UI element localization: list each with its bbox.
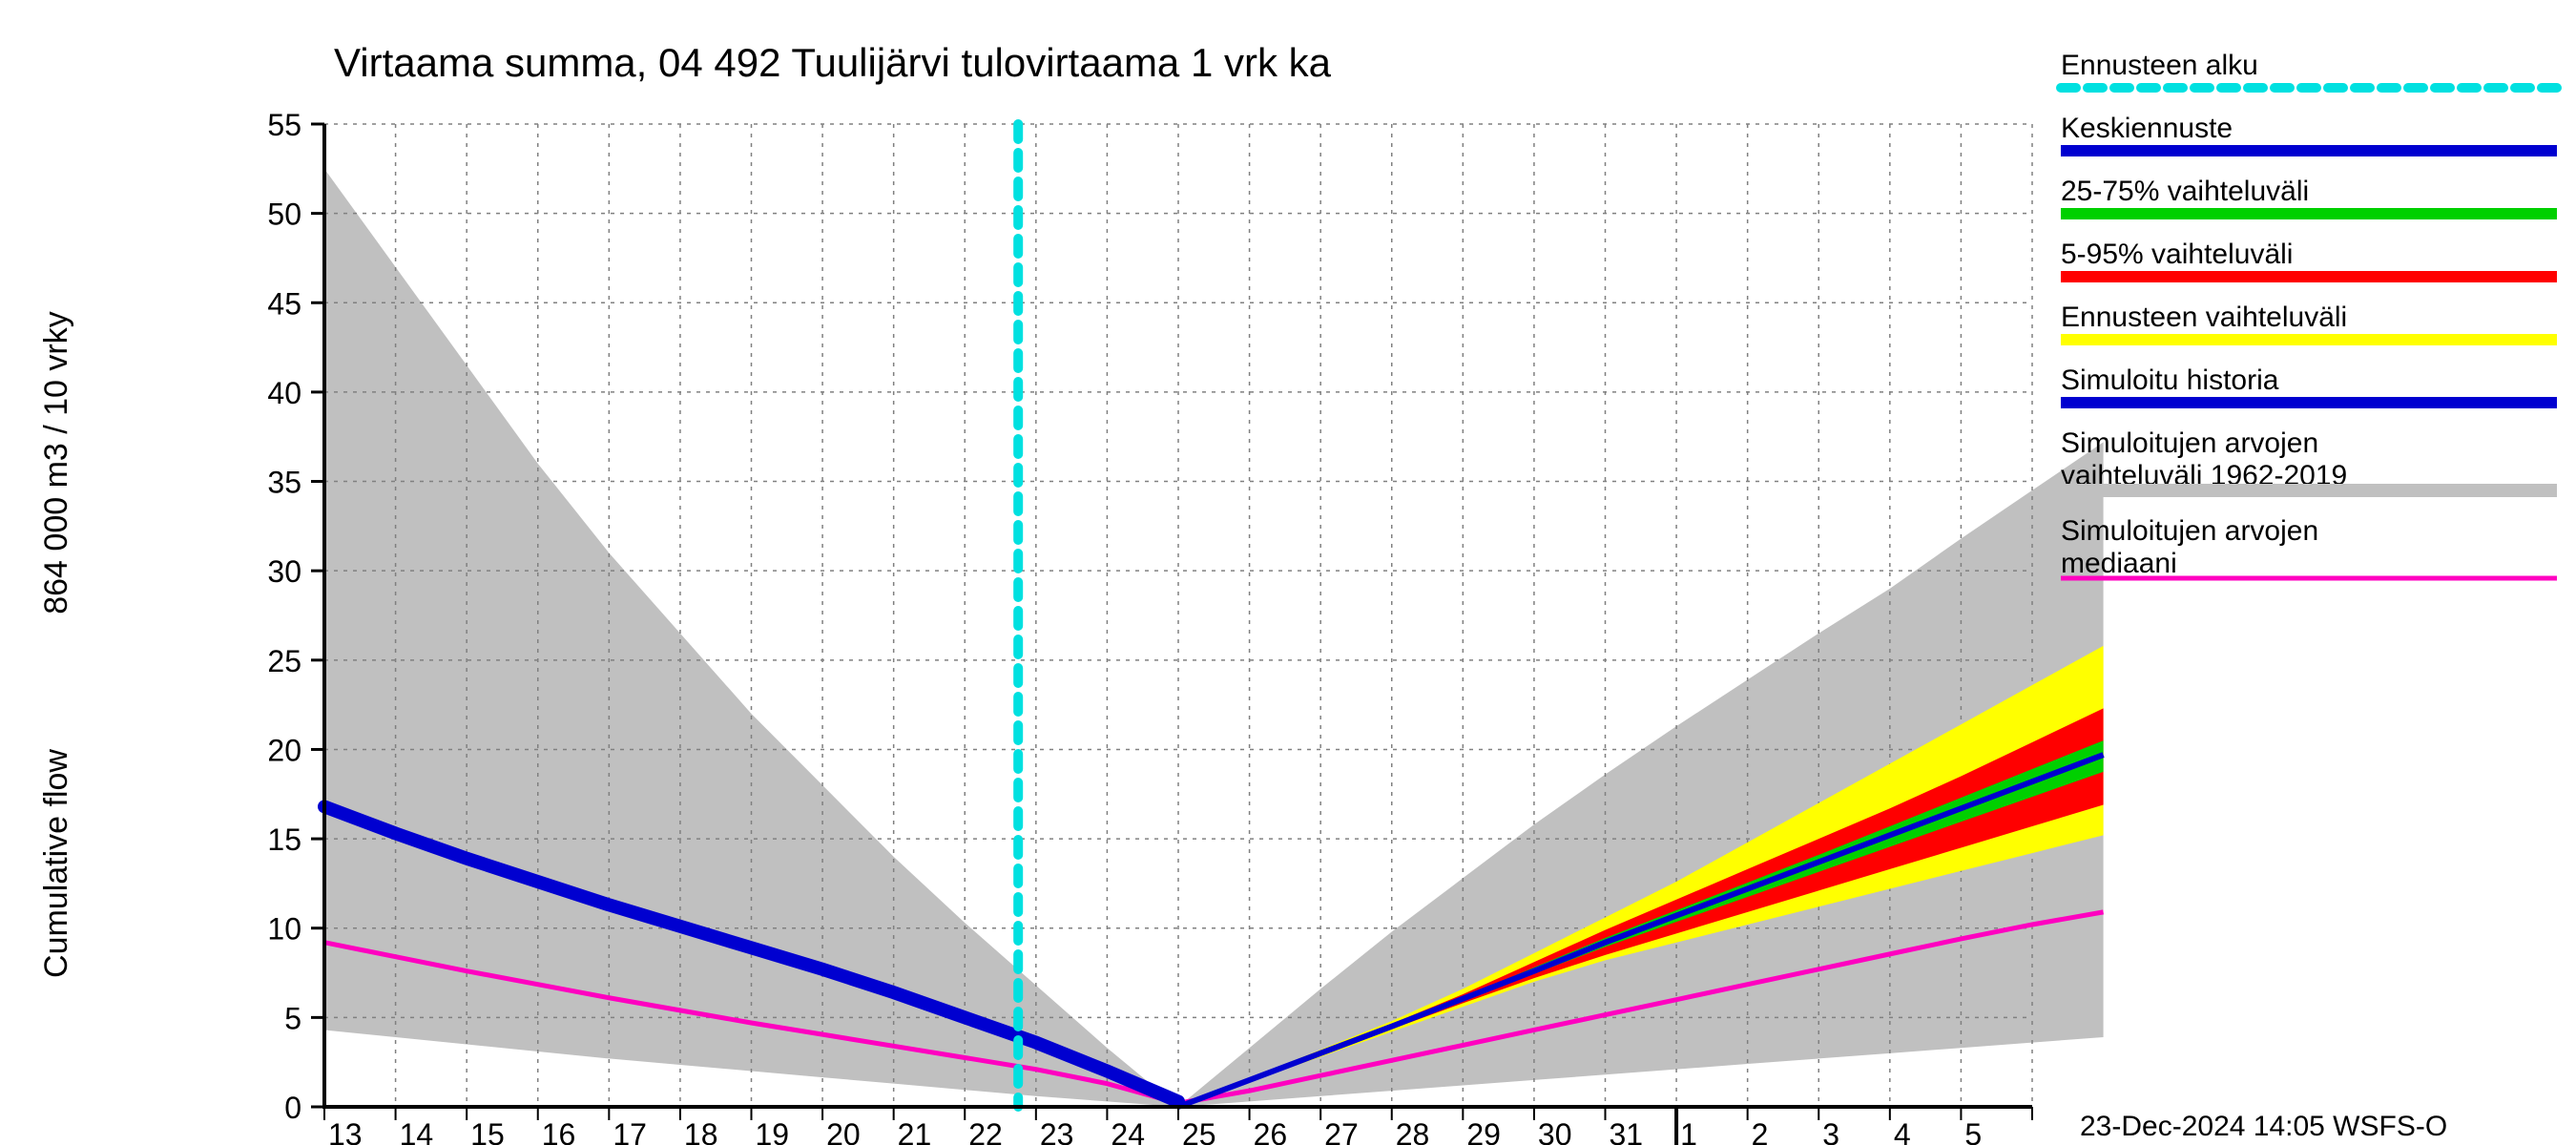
svg-text:mediaani: mediaani xyxy=(2061,548,2177,579)
svg-text:25: 25 xyxy=(1182,1117,1216,1145)
svg-text:Ennusteen alku: Ennusteen alku xyxy=(2061,50,2258,81)
svg-text:Simuloitujen arvojen: Simuloitujen arvojen xyxy=(2061,515,2318,547)
chart-title: Virtaama summa, 04 492 Tuulijärvi tulovi… xyxy=(334,40,1332,85)
svg-text:2: 2 xyxy=(1752,1117,1769,1145)
svg-text:28: 28 xyxy=(1396,1117,1430,1145)
svg-text:30: 30 xyxy=(1538,1117,1572,1145)
svg-text:35: 35 xyxy=(267,466,301,500)
svg-text:31: 31 xyxy=(1610,1117,1644,1145)
svg-text:5: 5 xyxy=(284,1001,301,1035)
svg-text:Simuloitu historia: Simuloitu historia xyxy=(2061,364,2279,396)
svg-text:10: 10 xyxy=(267,912,301,947)
svg-text:5-95% vaihteluväli: 5-95% vaihteluväli xyxy=(2061,239,2293,270)
svg-text:15: 15 xyxy=(470,1117,505,1145)
svg-text:21: 21 xyxy=(898,1117,932,1145)
svg-text:55: 55 xyxy=(267,108,301,142)
svg-text:4: 4 xyxy=(1894,1117,1911,1145)
svg-text:50: 50 xyxy=(267,198,301,232)
svg-text:Simuloitujen arvojen: Simuloitujen arvojen xyxy=(2061,427,2318,459)
svg-text:864 000 m3 / 10 vrky: 864 000 m3 / 10 vrky xyxy=(38,311,74,614)
svg-text:17: 17 xyxy=(613,1117,647,1145)
svg-text:3: 3 xyxy=(1822,1117,1839,1145)
svg-text:20: 20 xyxy=(267,733,301,767)
svg-text:15: 15 xyxy=(267,822,301,857)
svg-text:19: 19 xyxy=(756,1117,790,1145)
svg-text:25: 25 xyxy=(267,644,301,678)
svg-text:23: 23 xyxy=(1040,1117,1074,1145)
svg-text:20: 20 xyxy=(826,1117,861,1145)
svg-text:16: 16 xyxy=(542,1117,576,1145)
svg-text:29: 29 xyxy=(1466,1117,1501,1145)
cumulative-flow-chart: 0510152025303540455055131415161718192021… xyxy=(0,0,2576,1145)
svg-text:Keskiennuste: Keskiennuste xyxy=(2061,113,2233,144)
svg-text:14: 14 xyxy=(400,1117,434,1145)
svg-text:40: 40 xyxy=(267,376,301,410)
svg-text:26: 26 xyxy=(1254,1117,1288,1145)
svg-text:22: 22 xyxy=(968,1117,1003,1145)
svg-text:0: 0 xyxy=(284,1091,301,1125)
svg-text:18: 18 xyxy=(684,1117,718,1145)
svg-text:27: 27 xyxy=(1324,1117,1359,1145)
svg-text:24: 24 xyxy=(1111,1117,1145,1145)
svg-text:45: 45 xyxy=(267,286,301,321)
svg-text:Ennusteen vaihteluväli: Ennusteen vaihteluväli xyxy=(2061,302,2347,333)
svg-text:30: 30 xyxy=(267,554,301,589)
svg-text:Cumulative flow: Cumulative flow xyxy=(38,749,74,978)
svg-text:25-75% vaihteluväli: 25-75% vaihteluväli xyxy=(2061,176,2309,207)
timestamp-footer: 23-Dec-2024 14:05 WSFS-O xyxy=(2080,1111,2447,1142)
svg-text:1: 1 xyxy=(1680,1117,1697,1145)
svg-text:13: 13 xyxy=(328,1117,363,1145)
svg-text:5: 5 xyxy=(1964,1117,1982,1145)
